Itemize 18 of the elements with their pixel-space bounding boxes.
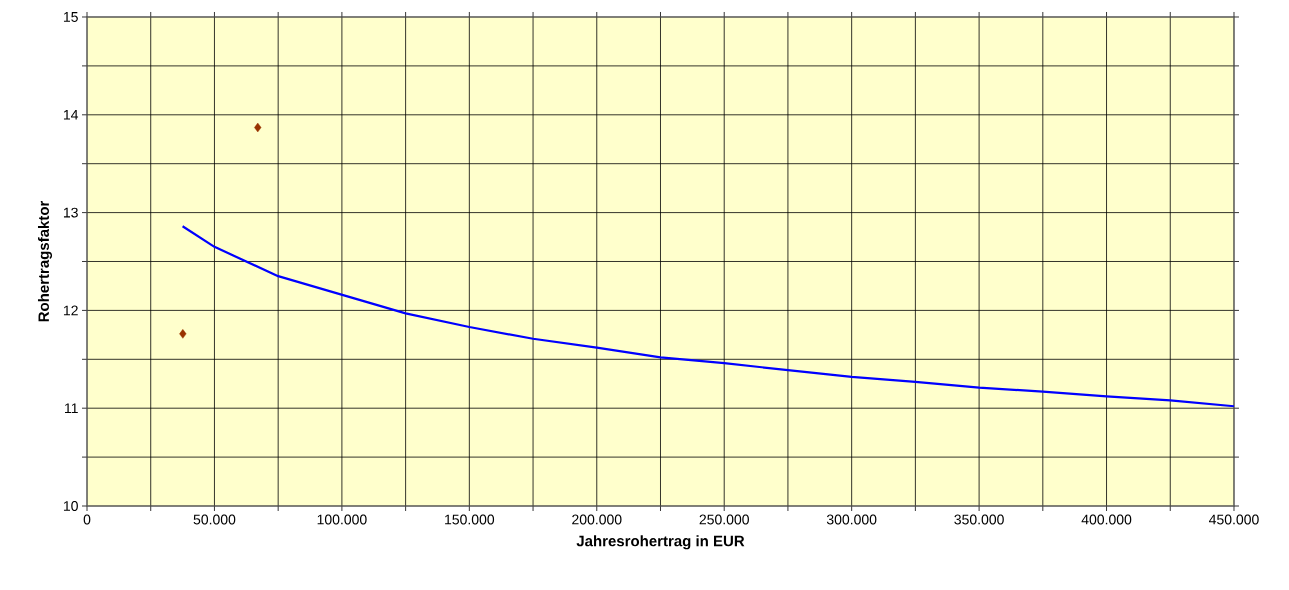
x-tick-label: 0 xyxy=(83,514,91,525)
x-tick-label: 350.000 xyxy=(954,514,1004,525)
x-tick-label: 200.000 xyxy=(572,514,622,525)
y-tick-label: 13 xyxy=(63,207,78,218)
x-tick-label: 50.000 xyxy=(193,514,236,525)
x-axis-title: Jahresrohertrag in EUR xyxy=(576,535,745,550)
y-tick-label: 10 xyxy=(63,501,78,511)
x-tick-label: 150.000 xyxy=(445,514,495,525)
x-tick-label: 300.000 xyxy=(826,514,877,525)
y-axis-title: Rohertragsfaktor xyxy=(37,200,53,322)
x-tick-label: 400.000 xyxy=(1081,514,1132,525)
x-tick-label: 450.000 xyxy=(1209,514,1259,525)
y-tick-label: 11 xyxy=(65,403,78,414)
x-tick-label: 250.000 xyxy=(699,514,749,525)
y-tick-label: 15 xyxy=(63,12,78,22)
y-tick-label: 14 xyxy=(63,109,79,120)
x-tick-label: 100.000 xyxy=(317,514,367,525)
y-tick-label: 12 xyxy=(63,305,78,316)
